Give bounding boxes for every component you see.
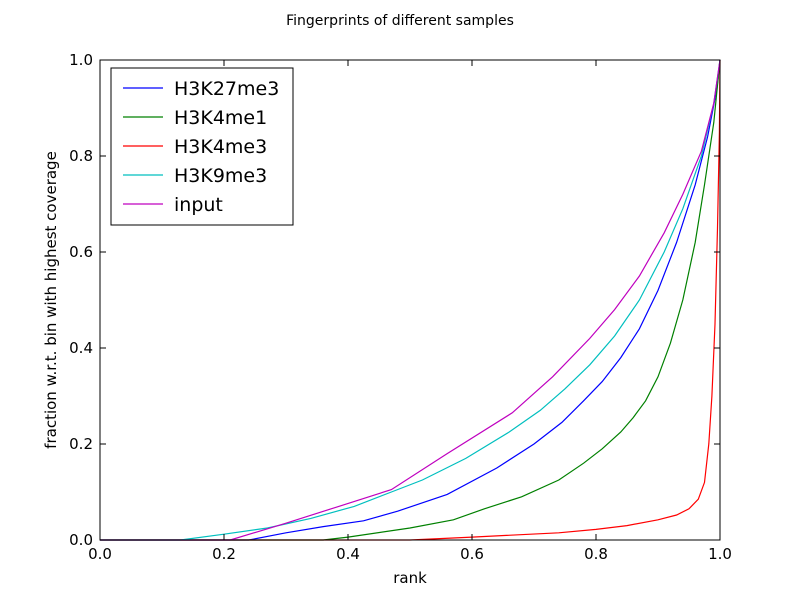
- x-tick-label: 0.6: [460, 545, 484, 563]
- x-tick-label: 0.0: [88, 545, 112, 563]
- series-layer: [100, 59, 721, 541]
- y-axis-label: fraction w.r.t. bin with highest coverag…: [42, 151, 60, 449]
- legend-label-h3k4me3: H3K4me3: [174, 136, 267, 158]
- ticks-layer: 0.0 0.2 0.4 0.6 0.8 1.0 0.0 0.2 0.4 0.6 0.8 1.0: [69, 51, 732, 563]
- x-tick-label: 0.8: [584, 545, 608, 563]
- legend: H3K27me3 H3K4me1 H3K4me3 H3K9me3 input: [110, 67, 294, 226]
- x-axis-label: rank: [393, 569, 427, 587]
- y-tick-label: 0.4: [69, 339, 93, 357]
- chart-title: Fingerprints of different samples: [286, 13, 514, 29]
- legend-label-h3k4me1: H3K4me1: [174, 107, 267, 129]
- y-tick-label: 0.0: [69, 531, 93, 549]
- y-tick-label: 0.2: [69, 435, 93, 453]
- x-tick-label: 0.2: [212, 545, 236, 563]
- legend-label-h3k27me3: H3K27me3: [174, 78, 279, 100]
- legend-label-h3k9me3: H3K9me3: [174, 165, 267, 187]
- y-tick-label: 0.6: [69, 243, 93, 261]
- y-tick-label: 1.0: [69, 51, 93, 69]
- series-line-h3k4me3: [100, 59, 721, 541]
- legend-label-input: input: [174, 194, 223, 216]
- series-line-h3k4me1: [100, 59, 721, 541]
- series-line-input: [100, 59, 721, 541]
- y-tick-label: 0.8: [69, 147, 93, 165]
- plot-frame: [99, 59, 721, 541]
- series-line-h3k27me3: [100, 59, 721, 541]
- x-tick-label: 1.0: [708, 545, 732, 563]
- x-tick-label: 0.4: [336, 545, 360, 563]
